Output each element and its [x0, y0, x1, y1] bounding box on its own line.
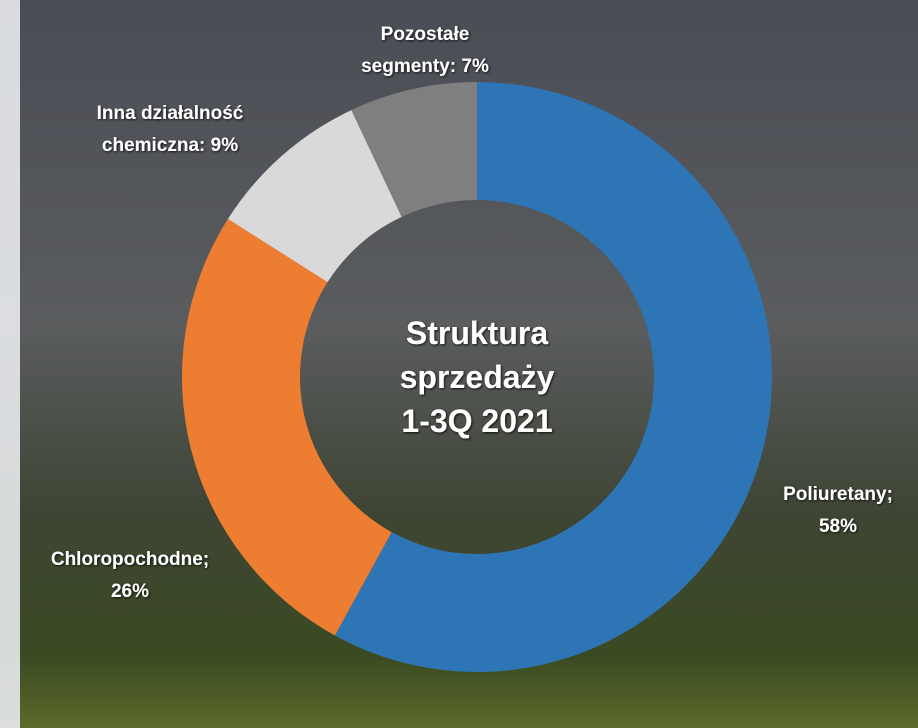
data-label-line: 58%: [819, 516, 857, 537]
data-label-line: segmenty: 7%: [361, 56, 489, 77]
chart: Struktura sprzedaży 1-3Q 2021 Poliuretany;…: [0, 0, 918, 728]
title-line: sprzedaży: [400, 359, 555, 395]
side-panel: [0, 0, 20, 728]
title-line: 1-3Q 2021: [401, 403, 552, 439]
title-line: Struktura: [406, 315, 548, 351]
data-label-line: Poliuretany;: [783, 484, 893, 505]
page: {"chart_data": {"type": "pie", "title": …: [0, 0, 918, 728]
center-title: Struktura sprzedaży 1-3Q 2021: [400, 315, 555, 439]
data-label-line: Pozostałe: [381, 24, 470, 45]
data-label-line: Chloropochodne;: [51, 549, 209, 570]
data-label-line: chemiczna: 9%: [102, 135, 238, 156]
data-label-line: Inna działalność: [97, 103, 244, 124]
data-label-line: 26%: [111, 581, 149, 602]
